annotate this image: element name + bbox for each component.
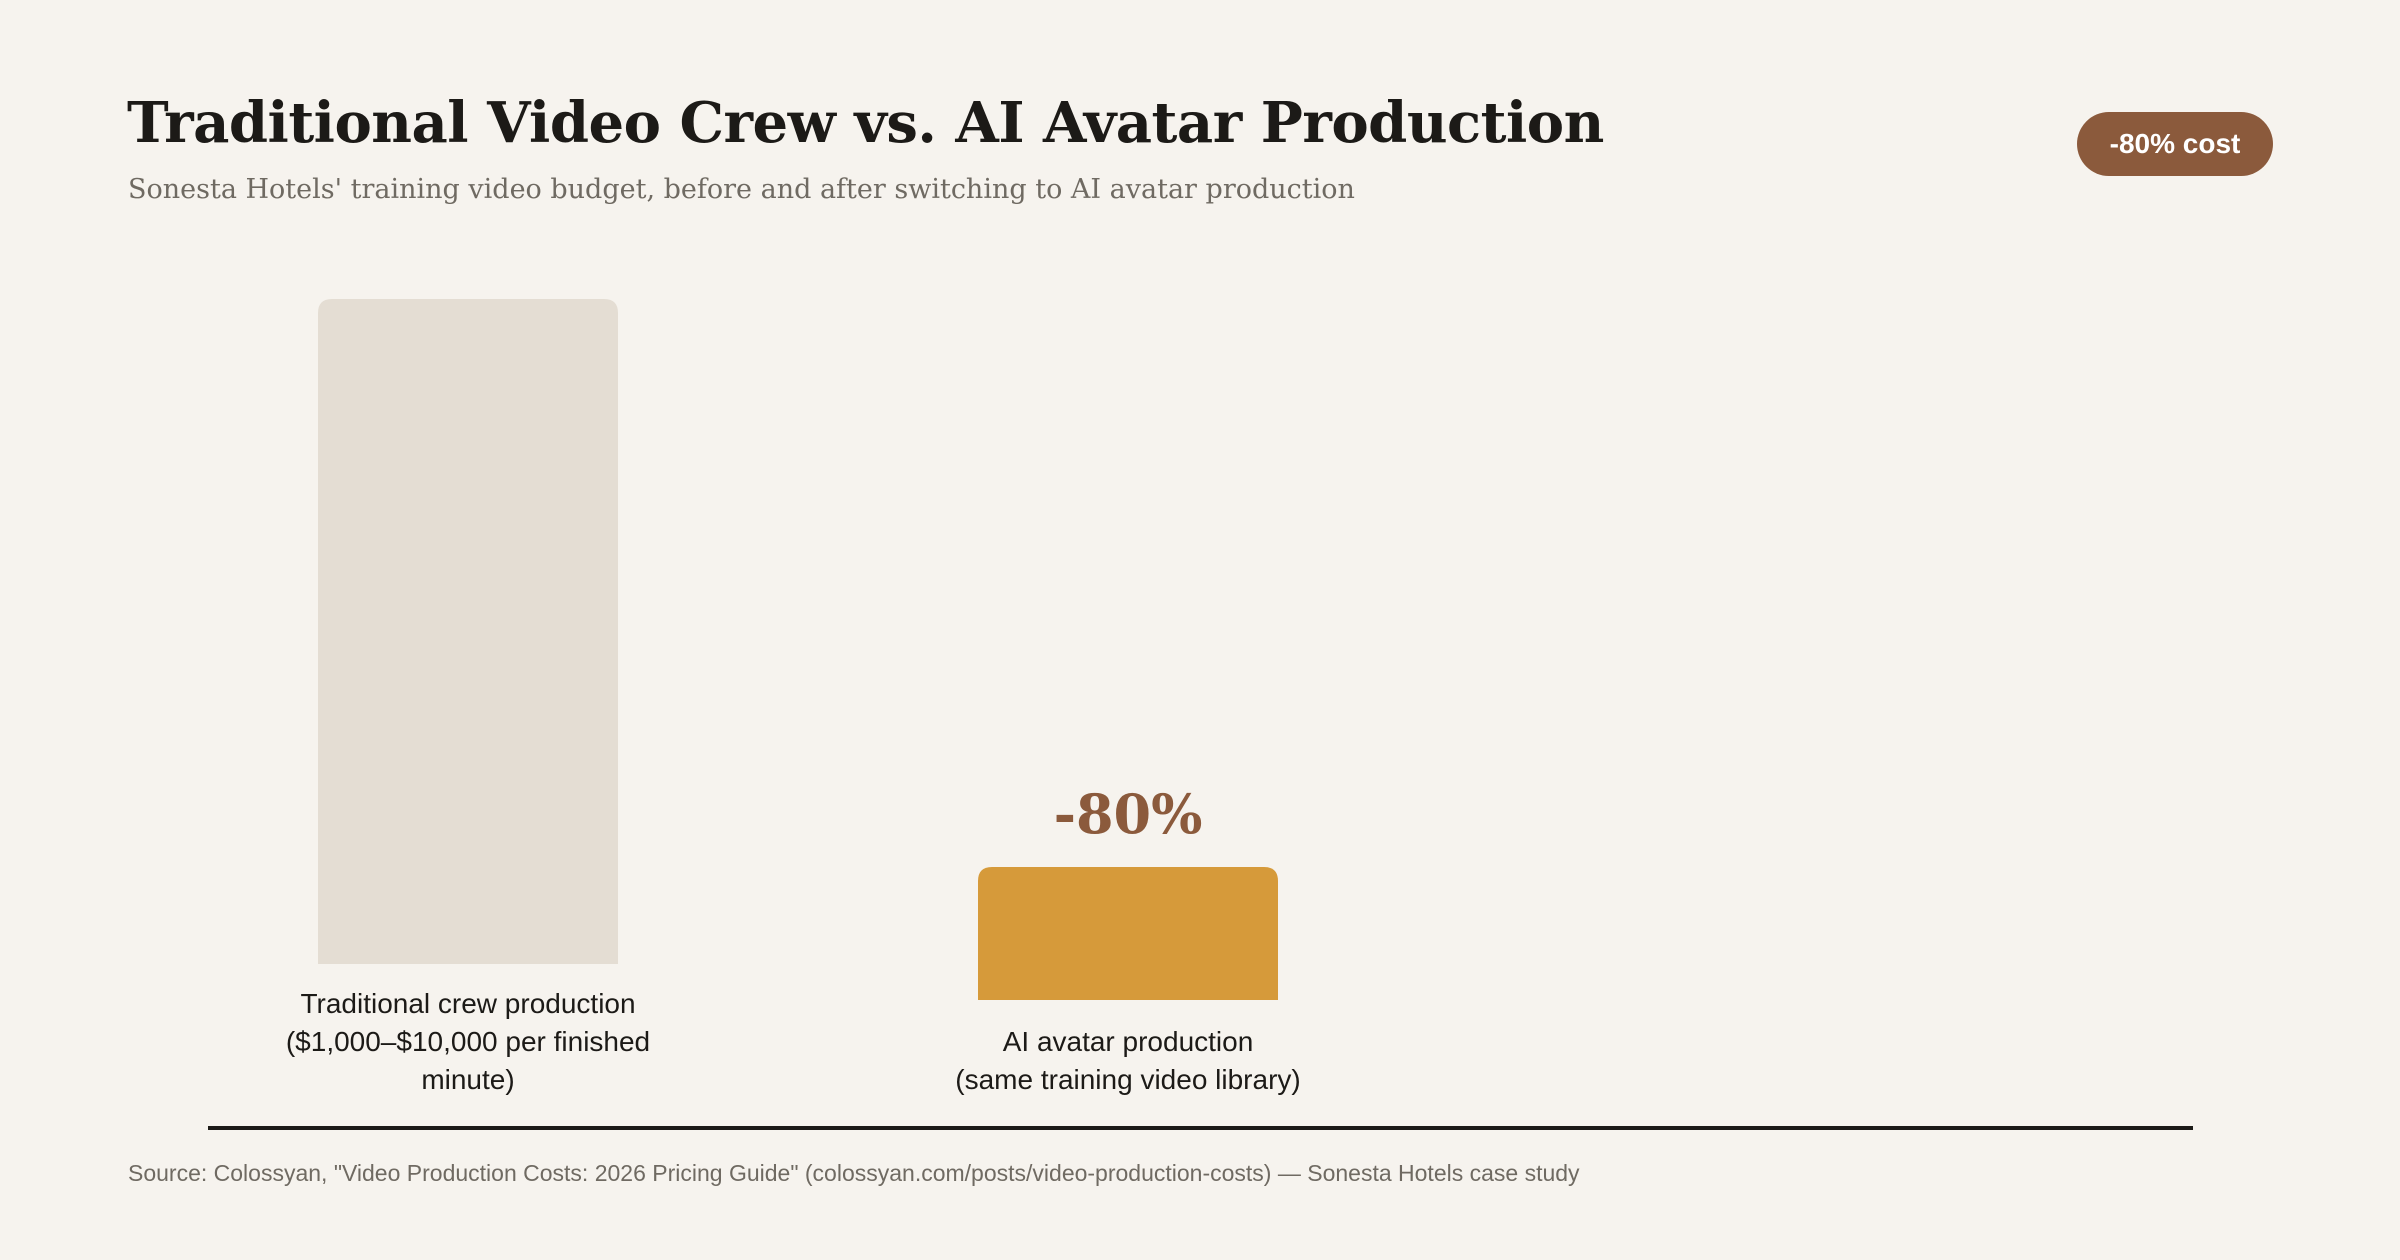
bar-value-label: -80% [1054,782,1203,846]
category-label-ai-avatar: AI avatar production (same training vide… [918,1023,1338,1099]
category-label-line: AI avatar production [1002,1026,1254,1057]
baseline-rule [208,1126,2193,1130]
bar-1 [318,299,618,964]
category-label-line: (same training video library) [955,1064,1301,1095]
category-label-traditional: Traditional crew production ($1,000–$10,… [258,985,678,1099]
category-label-line: Traditional crew production [300,988,636,1019]
chart-subtitle: Sonesta Hotels' training video budget, b… [128,174,1355,205]
source-note: Source: Colossyan, "Video Production Cos… [128,1160,1580,1186]
category-label-line: minute) [421,1064,515,1095]
bar-2 [978,867,1278,1000]
category-label-line: ($1,000–$10,000 per finished [285,1026,651,1057]
chart-title: Traditional Video Crew vs. AI Avatar Pro… [127,90,1604,156]
cost-reduction-badge: -80% cost [2077,112,2273,176]
